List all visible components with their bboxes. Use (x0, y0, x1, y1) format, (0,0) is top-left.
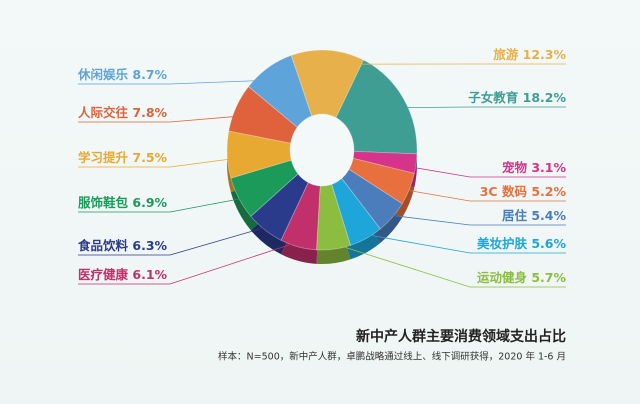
category-label: 医疗健康 (78, 267, 129, 282)
leader-line (400, 188, 566, 202)
slice-label: 子女教育 18.2% (468, 90, 566, 105)
value-label: 5.4% (531, 208, 566, 223)
chart-subtitle: 样本：N=500，新中产人群，卓鹏战略通过线上、线下调研获得，2020 年 1-… (218, 351, 566, 363)
slice-label: 3C 数码 5.2% (480, 184, 567, 199)
slice-label: 食品饮料 6.3% (77, 238, 168, 253)
slice-label: 旅游 12.3% (492, 47, 566, 62)
category-label: 学习提升 (78, 150, 129, 165)
value-label: 5.6% (531, 236, 566, 251)
leader-line (78, 157, 237, 168)
slice-label: 居住 5.4% (502, 208, 567, 223)
slice-label: 宠物 3.1% (502, 160, 567, 175)
value-label: 6.3% (132, 238, 167, 253)
slice-label: 休闲娱乐 8.7% (77, 67, 168, 82)
slice-label: 学习提升 7.5% (78, 150, 168, 165)
value-label: 5.7% (531, 270, 566, 285)
slice-label: 美妆护肤 5.6% (477, 236, 567, 251)
value-label: 7.5% (132, 150, 167, 165)
leader-line (406, 165, 566, 178)
leader-line (361, 233, 566, 254)
category-label: 食品饮料 (77, 238, 129, 253)
slice-label: 运动健身 5.7% (477, 270, 567, 285)
category-label: 3C 数码 (480, 184, 527, 199)
value-label: 6.9% (132, 195, 167, 210)
leader-line (332, 242, 566, 288)
category-label: 旅游 (492, 47, 519, 62)
leader-line (78, 240, 301, 285)
category-label: 宠物 (502, 160, 528, 175)
slice-label: 服饰鞋包 6.9% (78, 195, 168, 210)
category-label: 人际交往 (78, 105, 129, 120)
leader-line (78, 197, 248, 213)
category-label: 美妆护肤 (477, 236, 528, 251)
category-label: 服饰鞋包 (78, 195, 129, 210)
category-label: 运动健身 (477, 270, 528, 285)
value-label: 5.2% (531, 184, 566, 199)
slice-label: 医疗健康 6.1% (78, 267, 168, 282)
slice-label: 人际交往 7.8% (78, 105, 168, 120)
value-label: 8.7% (132, 67, 167, 82)
leader-line (78, 225, 271, 256)
value-label: 6.1% (132, 267, 167, 282)
value-label: 7.8% (132, 105, 167, 120)
leader-line (395, 106, 566, 109)
value-label: 12.3% (523, 47, 567, 62)
value-label: 3.1% (531, 160, 566, 175)
leader-line (385, 214, 566, 226)
leader-line (78, 79, 274, 85)
category-label: 休闲娱乐 (77, 67, 129, 82)
leader-line (78, 115, 245, 123)
value-label: 18.2% (523, 90, 567, 105)
category-label: 子女教育 (468, 90, 519, 105)
donut-hole (290, 114, 354, 186)
chart-title: 新中产人群主要消费领域支出占比 (356, 328, 566, 345)
category-label: 居住 (502, 208, 528, 223)
